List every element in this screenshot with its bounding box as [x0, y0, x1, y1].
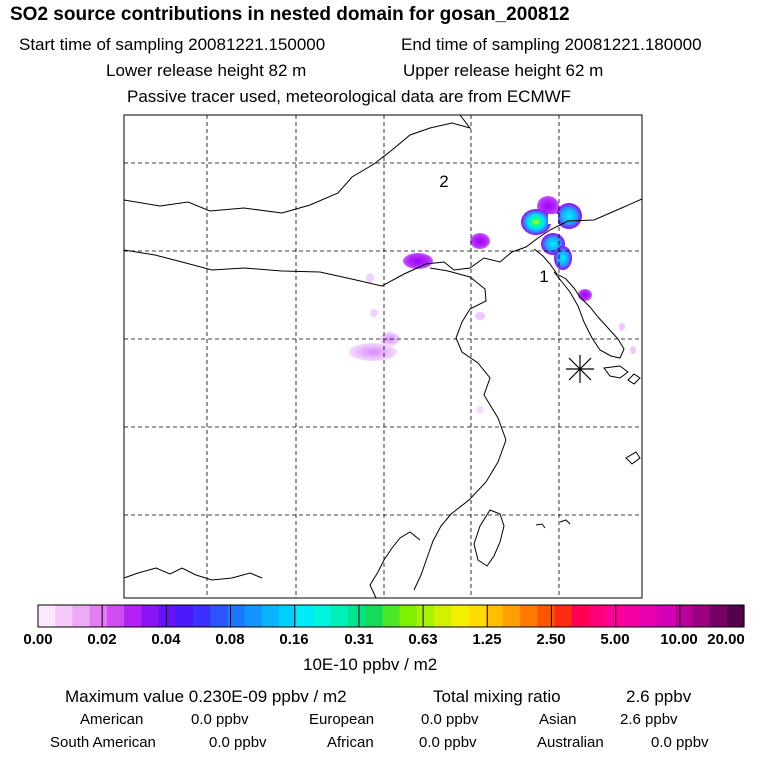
colorbar-swatch	[106, 605, 125, 627]
colorbar-tick-label: 20.00	[707, 631, 745, 648]
region-name: American	[80, 711, 144, 728]
plume-blob	[556, 203, 582, 229]
region-label-2: 2	[439, 172, 448, 191]
map-grid	[124, 115, 642, 598]
colorbar-swatch	[279, 605, 297, 627]
plume-gap	[548, 214, 558, 224]
description: Passive tracer used, meteorological data…	[127, 87, 572, 106]
plume-blob	[370, 309, 378, 317]
colorbar-swatch	[502, 605, 521, 627]
colorbar-swatch	[89, 605, 108, 627]
upper-release-height: Upper release height 62 m	[403, 61, 604, 80]
region-value: 2.6 ppbv	[620, 711, 678, 728]
max-value: Maximum value 0.230E-09 ppbv / m2	[65, 687, 347, 706]
colorbar-swatch	[571, 605, 590, 627]
colorbar-swatch	[227, 605, 246, 627]
lower-release-height: Lower release height 82 m	[106, 61, 307, 80]
concentration-field	[349, 196, 636, 414]
colorbar-swatch	[261, 605, 280, 627]
start-time: Start time of sampling 20081221.150000	[19, 35, 326, 54]
region-name: Australian	[537, 734, 604, 751]
region-value: 0.0 ppbv	[209, 734, 267, 751]
colorbar-swatch	[38, 605, 56, 627]
plume-blob	[470, 233, 490, 249]
colorbar-tick-label: 0.63	[408, 631, 438, 648]
colorbar-tick-label: 0.00	[23, 631, 53, 648]
colorbar-tick-label: 0.16	[279, 631, 309, 648]
colorbar-swatch	[399, 605, 418, 627]
colorbar-swatch	[554, 605, 573, 627]
plume-blob	[619, 323, 625, 331]
colorbar-swatch	[210, 605, 229, 627]
colorbar-swatch	[589, 605, 607, 627]
plume-blob	[403, 253, 433, 269]
colorbar-tick-label: 10.00	[660, 631, 698, 648]
plume-blob	[578, 289, 592, 301]
plume-blob	[630, 346, 636, 354]
total-mixing-value: 2.6 ppbv	[626, 687, 692, 706]
colorbar	[38, 605, 745, 627]
colorbar-swatch	[330, 605, 349, 627]
total-mixing-label: Total mixing ratio	[433, 687, 561, 706]
colorbar-swatch	[347, 605, 366, 627]
plume-blob	[554, 246, 572, 270]
plume-blob	[476, 406, 484, 414]
colorbar-swatch	[175, 605, 194, 627]
plume-blob	[349, 343, 397, 361]
region-name: African	[327, 734, 374, 751]
colorbar-swatch	[296, 605, 315, 627]
colorbar-swatch	[434, 605, 452, 627]
colorbar-swatch	[382, 605, 401, 627]
colorbar-swatch	[726, 605, 745, 627]
plume-blob	[521, 209, 551, 235]
colorbar-swatch	[158, 605, 177, 627]
colorbar-swatch	[244, 605, 263, 627]
colorbar-swatch	[657, 605, 676, 627]
colorbar-swatch	[709, 605, 728, 627]
asterisk-icon	[566, 355, 594, 383]
region-name: European	[309, 711, 375, 728]
colorbar-swatch	[313, 605, 332, 627]
colorbar-swatch	[520, 605, 538, 627]
colorbar-swatch	[675, 605, 693, 627]
colorbar-unit: 10E-10 ppbv / m2	[303, 655, 438, 674]
colorbar-tick-label: 0.04	[151, 631, 181, 648]
colorbar-tick-label: 2.50	[536, 631, 566, 648]
colorbar-swatch	[468, 605, 487, 627]
colorbar-swatch	[55, 605, 74, 627]
colorbar-swatch	[623, 605, 642, 627]
colorbar-tick-label: 5.00	[600, 631, 630, 648]
colorbar-tick-label: 0.08	[215, 631, 245, 648]
colorbar-swatch	[365, 605, 383, 627]
region-value: 0.0 ppbv	[191, 711, 249, 728]
colorbar-swatch	[72, 605, 91, 627]
colorbar-tick-label: 0.31	[344, 631, 374, 648]
region-name: South American	[50, 734, 156, 751]
plume-blob	[475, 312, 485, 320]
colorbar-swatch	[124, 605, 142, 627]
colorbar-swatch	[451, 605, 470, 627]
region-value: 0.0 ppbv	[651, 734, 709, 751]
region-name: Asian	[539, 711, 577, 728]
colorbar-swatch	[692, 605, 711, 627]
plume-blob	[366, 273, 374, 283]
colorbar-swatch	[640, 605, 659, 627]
end-time: End time of sampling 20081221.180000	[401, 35, 702, 54]
colorbar-swatch	[141, 605, 160, 627]
coastlines	[124, 115, 642, 598]
colorbar-swatch	[537, 605, 556, 627]
colorbar-swatch	[416, 605, 435, 627]
region-label-1: 1	[539, 267, 548, 286]
colorbar-swatch	[192, 605, 211, 627]
region-value: 0.0 ppbv	[419, 734, 477, 751]
colorbar-tick-label: 1.25	[472, 631, 502, 648]
colorbar-frame	[37, 604, 745, 628]
region-value: 0.0 ppbv	[421, 711, 479, 728]
colorbar-tick-label: 0.02	[87, 631, 117, 648]
colorbar-swatch	[485, 605, 504, 627]
page-title: SO2 source contributions in nested domai…	[10, 4, 570, 25]
